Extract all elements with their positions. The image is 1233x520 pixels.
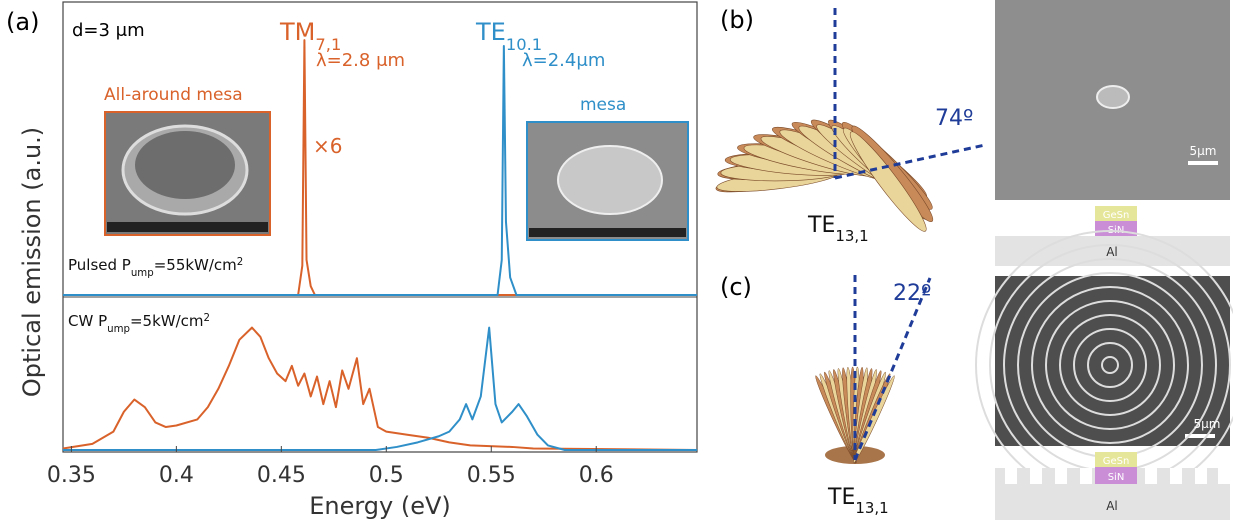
rich-label: CW Pump=5kW/cm2 (68, 312, 210, 335)
sem-image (995, 0, 1230, 200)
text-part: =5kW/cm (130, 312, 204, 330)
sem-inset-right (527, 122, 688, 240)
series-line (63, 328, 697, 450)
layer-label: Al (1106, 499, 1118, 513)
text-part: 10.1 (506, 35, 542, 54)
text-part: TE (827, 485, 855, 510)
text-part: TE (475, 18, 506, 46)
layer-label: GeSn (1103, 210, 1130, 221)
rich-label: Pulsed Pump=55kW/cm2 (68, 256, 243, 279)
inset-label: All-around mesa (104, 85, 243, 105)
inset-label: mesa (580, 95, 626, 115)
text-part: 7,1 (315, 35, 341, 54)
x-tick-label: 0.4 (159, 463, 194, 488)
text-part: CW P (68, 312, 107, 330)
annotation: ×6 (313, 134, 342, 158)
annotation: d=3 μm (72, 20, 145, 41)
rich-label: TM7,1 (279, 18, 341, 54)
rich-label: TE10.1 (475, 18, 542, 54)
text-part: 13,1 (835, 227, 868, 245)
text-part: =55kW/cm (154, 256, 237, 274)
text-part: ump (107, 324, 130, 335)
layer-label: SiN (1108, 472, 1125, 483)
scale-bar-label: 5μm (1194, 417, 1221, 431)
text-part: TM (279, 18, 315, 46)
text-part: 2 (204, 313, 210, 324)
x-tick-label: 0.6 (579, 463, 614, 488)
layer-label: Al (1106, 245, 1118, 259)
angle-label: 22º (893, 281, 931, 306)
x-tick-label: 0.55 (467, 463, 516, 488)
x-tick-label: 0.45 (257, 463, 306, 488)
series-line (63, 328, 697, 450)
scale-bar-label: 5μm (1190, 144, 1217, 158)
text-part: TE (807, 213, 835, 238)
page: (a) d=3 μm All-around mesa mesa λ=2.8 μm… (0, 0, 1233, 520)
sem-inset-left (105, 112, 270, 235)
x-axis-label: Energy (eV) (309, 492, 451, 520)
panel-label: (a) (6, 8, 39, 36)
y-axis-label: Optical emission (a.u.) (18, 127, 46, 397)
text-part: 13,1 (855, 499, 888, 517)
panel-label: (c) (720, 273, 752, 301)
text-part: 2 (237, 257, 243, 268)
rich-label: TE13,1 (807, 213, 869, 245)
x-tick-label: 0.35 (47, 463, 96, 488)
petal (844, 127, 933, 237)
text-part: ump (131, 268, 154, 279)
x-tick-label: 0.5 (369, 463, 404, 488)
angle-label: 74º (935, 106, 973, 131)
panel-label: (b) (720, 6, 754, 34)
text-part: Pulsed P (68, 256, 131, 274)
rich-label: TE13,1 (827, 485, 889, 517)
layer-label: GeSn (1103, 456, 1130, 467)
figure: (a) d=3 μm All-around mesa mesa λ=2.8 μm… (0, 0, 1233, 520)
